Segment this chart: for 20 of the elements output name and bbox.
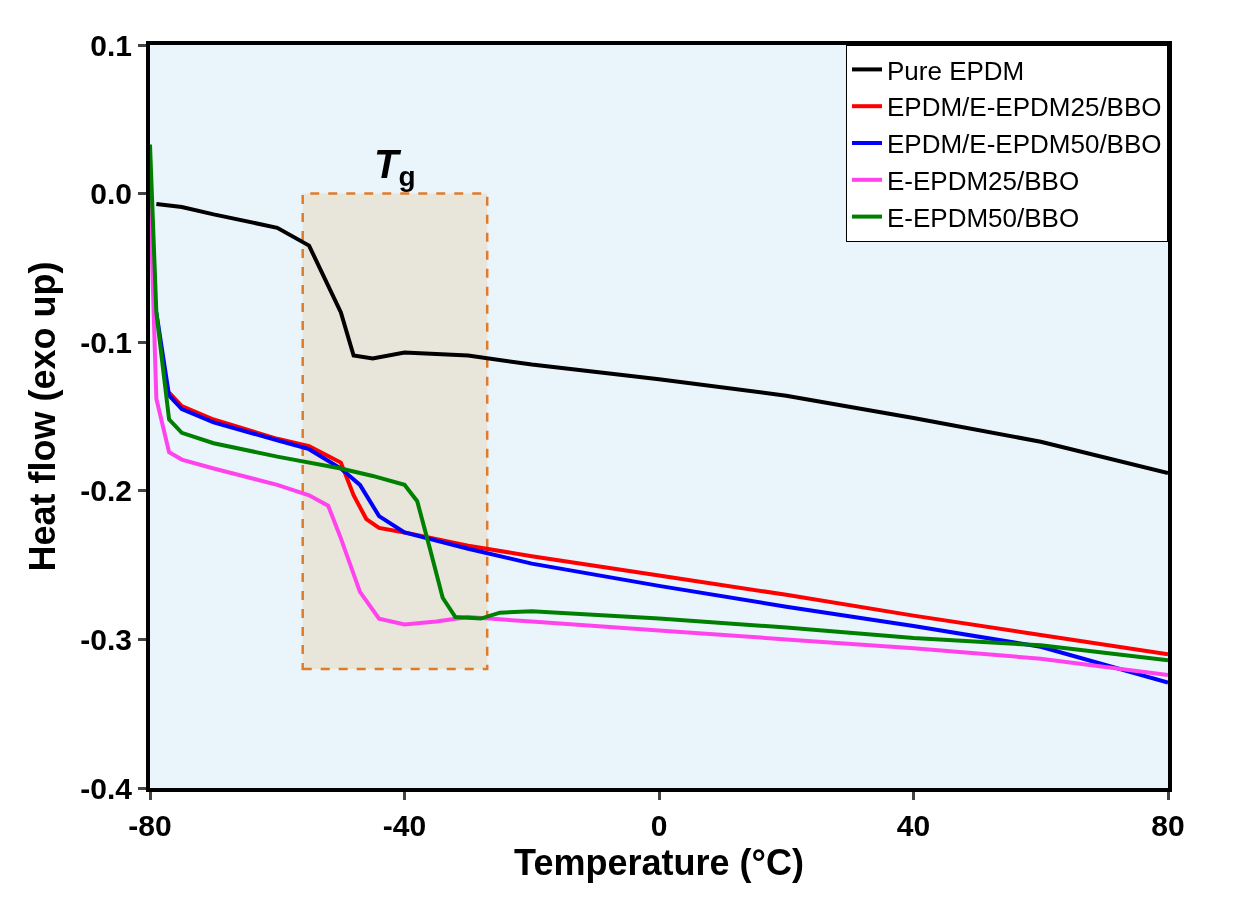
x-axis-title: Temperature (°C) <box>514 842 804 883</box>
y-axis-title: Heat flow (exo up) <box>21 261 63 572</box>
legend-label: Pure EPDM <box>887 55 1025 86</box>
band-label: T$_{g}$ <box>374 142 416 193</box>
y-tick-label: 0.0 <box>90 177 132 211</box>
x-tick-label: -40 <box>382 809 427 842</box>
x-tick-label: 80 <box>1151 809 1185 842</box>
x-tick-label: -80 <box>128 809 172 842</box>
legend-label: EPDM/E-EPDM50/BBO <box>887 129 1162 160</box>
x-tick-label: 0 <box>650 809 668 842</box>
legend-label: E-EPDM50/BBO <box>887 202 1080 233</box>
x-tick-label: 40 <box>896 809 931 842</box>
y-tick-label: 0.1 <box>90 28 132 62</box>
y-tick-label: -0.2 <box>80 474 132 508</box>
y-tick-label: -0.1 <box>80 325 132 359</box>
y-tick-label: -0.4 <box>80 771 133 805</box>
legend-label: E-EPDM25/BBO <box>887 165 1080 196</box>
line-series <box>154 202 1168 475</box>
legend-label: EPDM/E-EPDM25/BBO <box>887 92 1162 123</box>
y-tick-label: -0.3 <box>80 622 132 656</box>
